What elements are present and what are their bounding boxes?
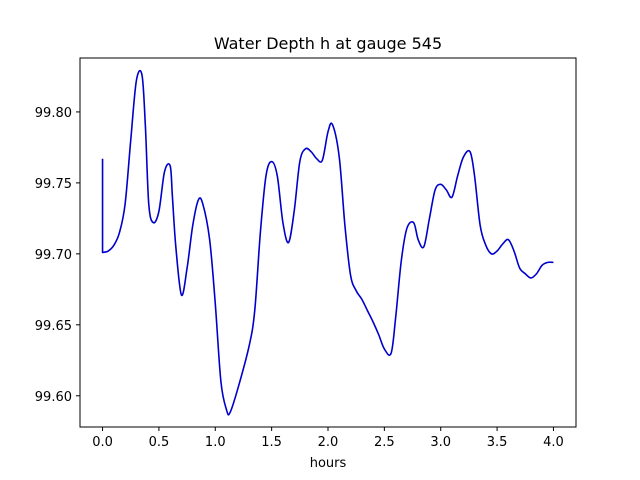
x-tick-label: 2.5 <box>374 435 395 450</box>
x-axis-label: hours <box>310 456 347 471</box>
y-tick-label: 99.70 <box>35 248 72 263</box>
x-tick-label: 0.0 <box>92 435 113 450</box>
series-line-0 <box>101 69 554 416</box>
y-tick-label: 99.65 <box>35 319 72 334</box>
x-tick-label: 4.0 <box>543 435 564 450</box>
y-tick-label: 99.60 <box>35 390 72 405</box>
x-tick-label: 3.5 <box>487 435 508 450</box>
x-tick-label: 1.5 <box>261 435 282 450</box>
y-tick-label: 99.80 <box>35 106 72 121</box>
x-tick-label: 2.0 <box>318 435 339 450</box>
chart-title: Water Depth h at gauge 545 <box>214 34 442 53</box>
x-tick-label: 3.0 <box>430 435 451 450</box>
y-tick-label: 99.75 <box>35 177 72 192</box>
x-tick-label: 0.5 <box>149 435 170 450</box>
x-tick-label: 1.0 <box>205 435 226 450</box>
plot-frame <box>79 57 577 428</box>
